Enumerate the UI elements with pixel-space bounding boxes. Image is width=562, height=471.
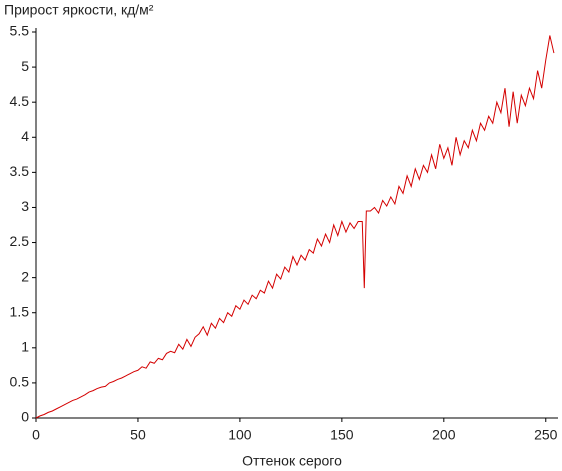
y-tick-label: 1.5 xyxy=(10,303,30,319)
chart-title: Прирост яркости, кд/м² xyxy=(4,2,154,18)
line xyxy=(35,35,555,419)
y-tick-label: 2 xyxy=(21,268,29,284)
x-tick-label: 0 xyxy=(32,427,40,443)
y-tick-label: 0.5 xyxy=(10,374,30,390)
y-tick-label: 2.5 xyxy=(10,233,30,249)
x-axis-label: Оттенок серого xyxy=(242,453,342,469)
y-tick-label: 5 xyxy=(21,58,29,74)
y-tick-label: 1 xyxy=(21,339,29,355)
y-tick-label: 4 xyxy=(21,128,29,144)
x-tick-label: 200 xyxy=(432,427,456,443)
x-tick-label: 250 xyxy=(534,427,558,443)
y-tick-label: 3.5 xyxy=(10,163,30,179)
y-tick-label: 3 xyxy=(21,198,29,214)
x-tick-label: 150 xyxy=(330,427,354,443)
y-tick-label: 0 xyxy=(21,409,29,425)
y-tick-label: 4.5 xyxy=(10,93,30,109)
x-tick-label: 50 xyxy=(130,427,146,443)
y-tick-label: 5.5 xyxy=(10,23,30,39)
x-tick-label: 100 xyxy=(228,427,252,443)
